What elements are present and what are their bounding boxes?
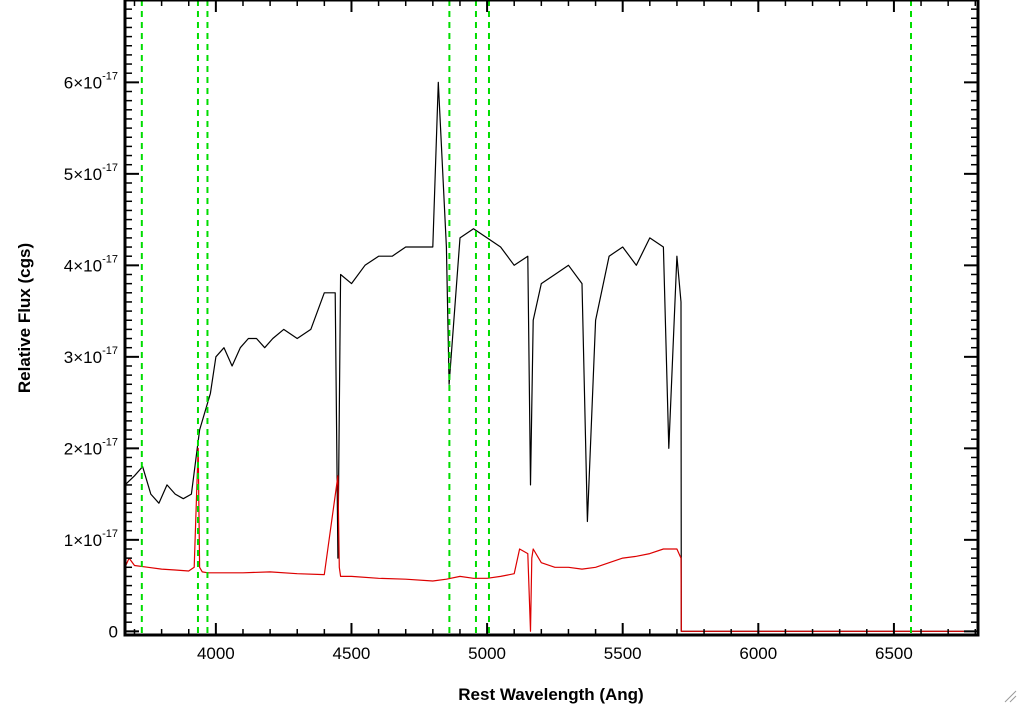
- resize-grip-icon[interactable]: [1003, 689, 1017, 703]
- y-tick-label: 3×10-17: [64, 345, 118, 367]
- y-tick-label: 6×10-17: [64, 70, 118, 92]
- series-layer: [124, 81, 978, 632]
- x-tick-label: 6500: [875, 644, 913, 663]
- x-tick-label: 4000: [197, 644, 235, 663]
- y-tick-label: 2×10-17: [64, 436, 118, 458]
- y-tick-label: 5×10-17: [64, 162, 118, 184]
- series-line-0: [124, 81, 978, 632]
- x-tick-label: 5000: [468, 644, 506, 663]
- axis-ticks: 4000 4500 5000 5500 6000 6500 0 1×10-17 2×10-17 3…: [64, 0, 978, 663]
- plot-frame: [123, 0, 980, 637]
- x-tick-label: 6000: [739, 644, 777, 663]
- emission-line-markers: [140, 0, 913, 635]
- x-axis-title: Rest Wavelength (Ang): [458, 685, 643, 704]
- y-axis-title: Relative Flux (cgs): [15, 243, 34, 393]
- y-tick-label: 0: [109, 622, 118, 641]
- y-tick-label: 4×10-17: [64, 253, 118, 275]
- x-tick-label: 4500: [333, 644, 371, 663]
- x-tick-label: 5500: [604, 644, 642, 663]
- y-tick-label: 1×10-17: [64, 528, 118, 550]
- series-line-1: [124, 447, 978, 632]
